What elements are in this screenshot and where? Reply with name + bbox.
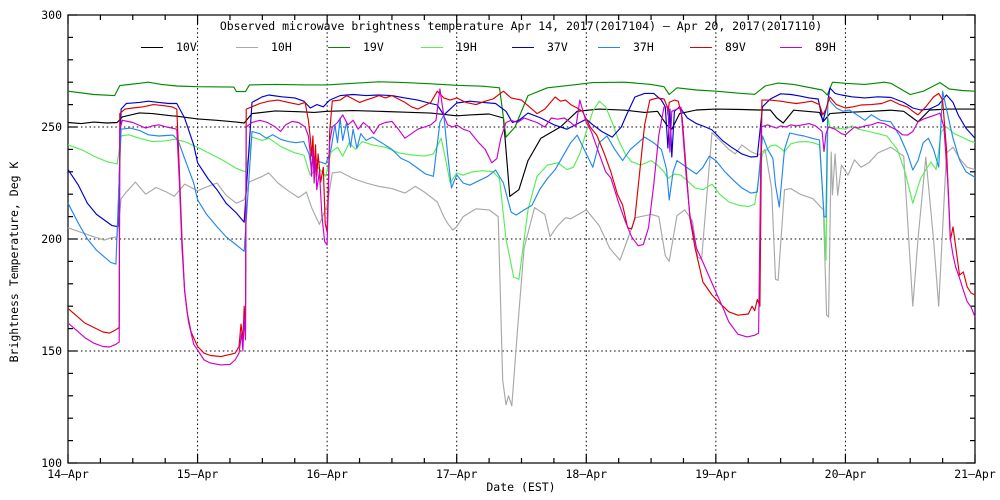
legend-label: 19H <box>456 40 477 54</box>
x-tick-label: 21–Apr <box>954 467 996 481</box>
x-tick-label: 16–Apr <box>306 467 348 481</box>
legend-label: 19V <box>363 40 384 54</box>
y-tick-label: 200 <box>41 232 62 246</box>
series-line-37H <box>67 90 976 265</box>
series-line-19V <box>67 81 976 138</box>
legend-item-37H: 37H <box>598 41 654 54</box>
x-tick-label: 18–Apr <box>566 467 608 481</box>
legend-label: 10H <box>271 40 292 54</box>
legend-label: 37H <box>633 40 654 54</box>
legend-item-89H: 89H <box>780 41 836 54</box>
x-tick-label: 19–Apr <box>695 467 737 481</box>
legend-swatch-19V <box>328 47 350 48</box>
y-axis-label: Brightness Temperature, Deg K <box>7 161 21 363</box>
y-tick-label: 150 <box>41 344 62 358</box>
y-tick-label: 250 <box>41 120 62 134</box>
y-tick-label: 100 <box>41 456 62 470</box>
legend-swatch-37V <box>512 47 534 48</box>
legend-item-19H: 19H <box>421 41 477 54</box>
legend-swatch-37H <box>598 47 620 48</box>
legend-label: 89H <box>815 40 836 54</box>
legend-swatch-10H <box>236 47 258 48</box>
legend-swatch-10V <box>141 47 163 48</box>
chart-title: Observed microwave brightness temperatur… <box>219 19 823 33</box>
series-line-19H <box>67 100 976 280</box>
legend-swatch-89H <box>780 47 802 48</box>
y-tick-label: 300 <box>41 8 62 22</box>
legend-label: 37V <box>547 40 568 54</box>
legend-swatch-89V <box>690 47 712 48</box>
legend-label: 10V <box>176 40 197 54</box>
legend-item-19V: 19V <box>328 41 384 54</box>
series-line-10V <box>67 108 975 197</box>
legend-item-37V: 37V <box>512 41 568 54</box>
series-line-89H <box>67 88 976 366</box>
x-tick-label: 14–Apr <box>47 467 89 481</box>
x-tick-label: 20–Apr <box>825 467 867 481</box>
legend-label: 89V <box>725 40 746 54</box>
x-tick-label: 15–Apr <box>177 467 219 481</box>
legend-item-10V: 10V <box>141 41 197 54</box>
series-line-10H <box>67 132 976 407</box>
legend-swatch-19H <box>421 47 443 48</box>
legend-item-89V: 89V <box>690 41 746 54</box>
x-tick-label: 17–Apr <box>436 467 478 481</box>
series-line-37V <box>67 87 976 228</box>
x-axis-label: Date (EST) <box>486 480 556 494</box>
series-line-89V <box>67 90 976 358</box>
legend-item-10H: 10H <box>236 41 292 54</box>
